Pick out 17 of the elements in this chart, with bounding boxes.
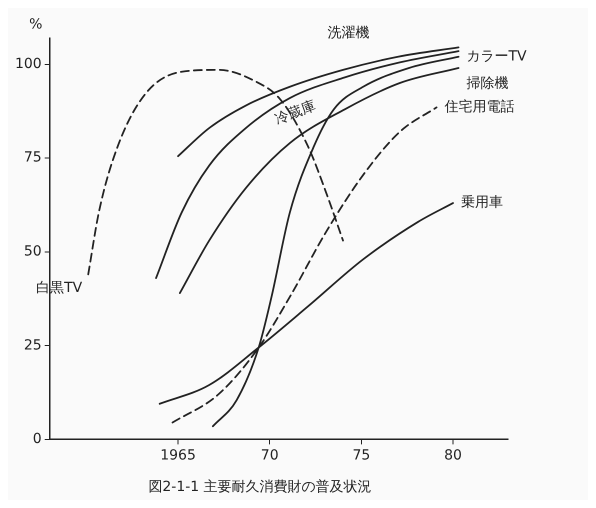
text: 図2-1-1 主要耐久消費財の普及状況 — [148, 478, 372, 496]
series-label: カラーTV — [466, 48, 528, 64]
y-axis-title: % — [29, 16, 42, 33]
x-tick-label: 1965 — [160, 447, 196, 464]
series-label: 住宅用電話 — [444, 99, 515, 116]
series-label: 洗濯機 — [328, 25, 370, 42]
series-label: 白黒TV — [36, 280, 83, 296]
series-label: 掃除機 — [466, 76, 509, 92]
y-tick-label: 100 — [14, 56, 42, 72]
y-tick-label: 50 — [24, 243, 42, 260]
x-tick-label: 70 — [260, 447, 279, 464]
series-label: 乗用車 — [461, 194, 504, 211]
y-tick-label: 75 — [24, 150, 42, 166]
y-tick-label: 25 — [24, 337, 42, 354]
x-tick-label: 75 — [352, 447, 370, 464]
y-tick-label: 0 — [32, 431, 42, 448]
x-tick-label: 80 — [444, 447, 462, 464]
